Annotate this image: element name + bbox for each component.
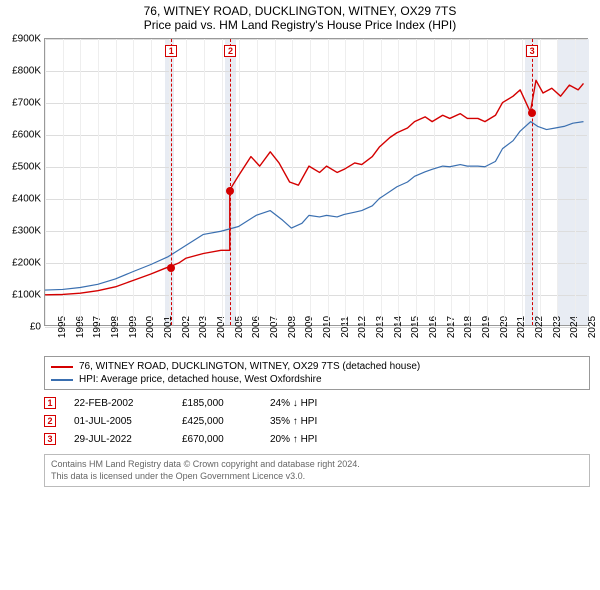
sale-row: 1 22-FEB-2002 £185,000 24% ↓ HPI (44, 394, 590, 412)
y-axis-label: £200K (12, 258, 41, 269)
sale-marker-box: 1 (165, 45, 177, 57)
sale-marker-box: 2 (224, 45, 236, 57)
y-axis-label: £300K (12, 226, 41, 237)
sale-marker-box: 3 (526, 45, 538, 57)
y-axis-label: £100K (12, 290, 41, 301)
price-chart: £0£100K£200K£300K£400K£500K£600K£700K£80… (44, 38, 588, 326)
legend-row: HPI: Average price, detached house, West… (51, 373, 583, 386)
sale-date: 29-JUL-2022 (74, 434, 164, 445)
y-axis-label: £800K (12, 66, 41, 77)
sale-date: 01-JUL-2005 (74, 416, 164, 427)
sale-marker-dot (226, 187, 234, 195)
y-axis-label: £500K (12, 162, 41, 173)
y-axis-label: £400K (12, 194, 41, 205)
y-axis-label: £600K (12, 130, 41, 141)
sale-price: £670,000 (182, 434, 252, 445)
y-axis-label: £0 (30, 322, 41, 333)
title-line-1: 76, WITNEY ROAD, DUCKLINGTON, WITNEY, OX… (0, 4, 600, 18)
sale-delta: 24% ↓ HPI (270, 398, 317, 409)
sale-row: 3 29-JUL-2022 £670,000 20% ↑ HPI (44, 430, 590, 448)
y-axis-label: £900K (12, 34, 41, 45)
sale-number-box: 3 (44, 433, 56, 445)
sale-number-box: 2 (44, 415, 56, 427)
sale-marker-line (171, 39, 172, 325)
legend: 76, WITNEY ROAD, DUCKLINGTON, WITNEY, OX… (44, 356, 590, 390)
legend-row: 76, WITNEY ROAD, DUCKLINGTON, WITNEY, OX… (51, 360, 583, 373)
series-property (45, 80, 583, 294)
footer-line-2: This data is licensed under the Open Gov… (51, 471, 583, 483)
series-svg (45, 39, 587, 325)
legend-swatch (51, 366, 73, 368)
attribution-footer: Contains HM Land Registry data © Crown c… (44, 454, 590, 487)
title-line-2: Price paid vs. HM Land Registry's House … (0, 18, 600, 32)
sale-marker-dot (167, 264, 175, 272)
sales-table: 1 22-FEB-2002 £185,000 24% ↓ HPI 2 01-JUL-200… (44, 394, 590, 448)
legend-label: HPI: Average price, detached house, West… (79, 374, 322, 385)
sale-price: £185,000 (182, 398, 252, 409)
footer-line-1: Contains HM Land Registry data © Crown c… (51, 459, 583, 471)
sale-number-box: 1 (44, 397, 56, 409)
sale-delta: 35% ↑ HPI (270, 416, 317, 427)
sale-row: 2 01-JUL-2005 £425,000 35% ↑ HPI (44, 412, 590, 430)
sale-date: 22-FEB-2002 (74, 398, 164, 409)
legend-label: 76, WITNEY ROAD, DUCKLINGTON, WITNEY, OX… (79, 361, 420, 372)
y-axis-label: £700K (12, 98, 41, 109)
sale-delta: 20% ↑ HPI (270, 434, 317, 445)
chart-titles: 76, WITNEY ROAD, DUCKLINGTON, WITNEY, OX… (0, 0, 600, 34)
legend-swatch (51, 379, 73, 381)
sale-marker-line (532, 39, 533, 325)
sale-marker-dot (528, 109, 536, 117)
series-hpi (45, 122, 583, 290)
sale-price: £425,000 (182, 416, 252, 427)
sale-marker-line (230, 39, 231, 325)
